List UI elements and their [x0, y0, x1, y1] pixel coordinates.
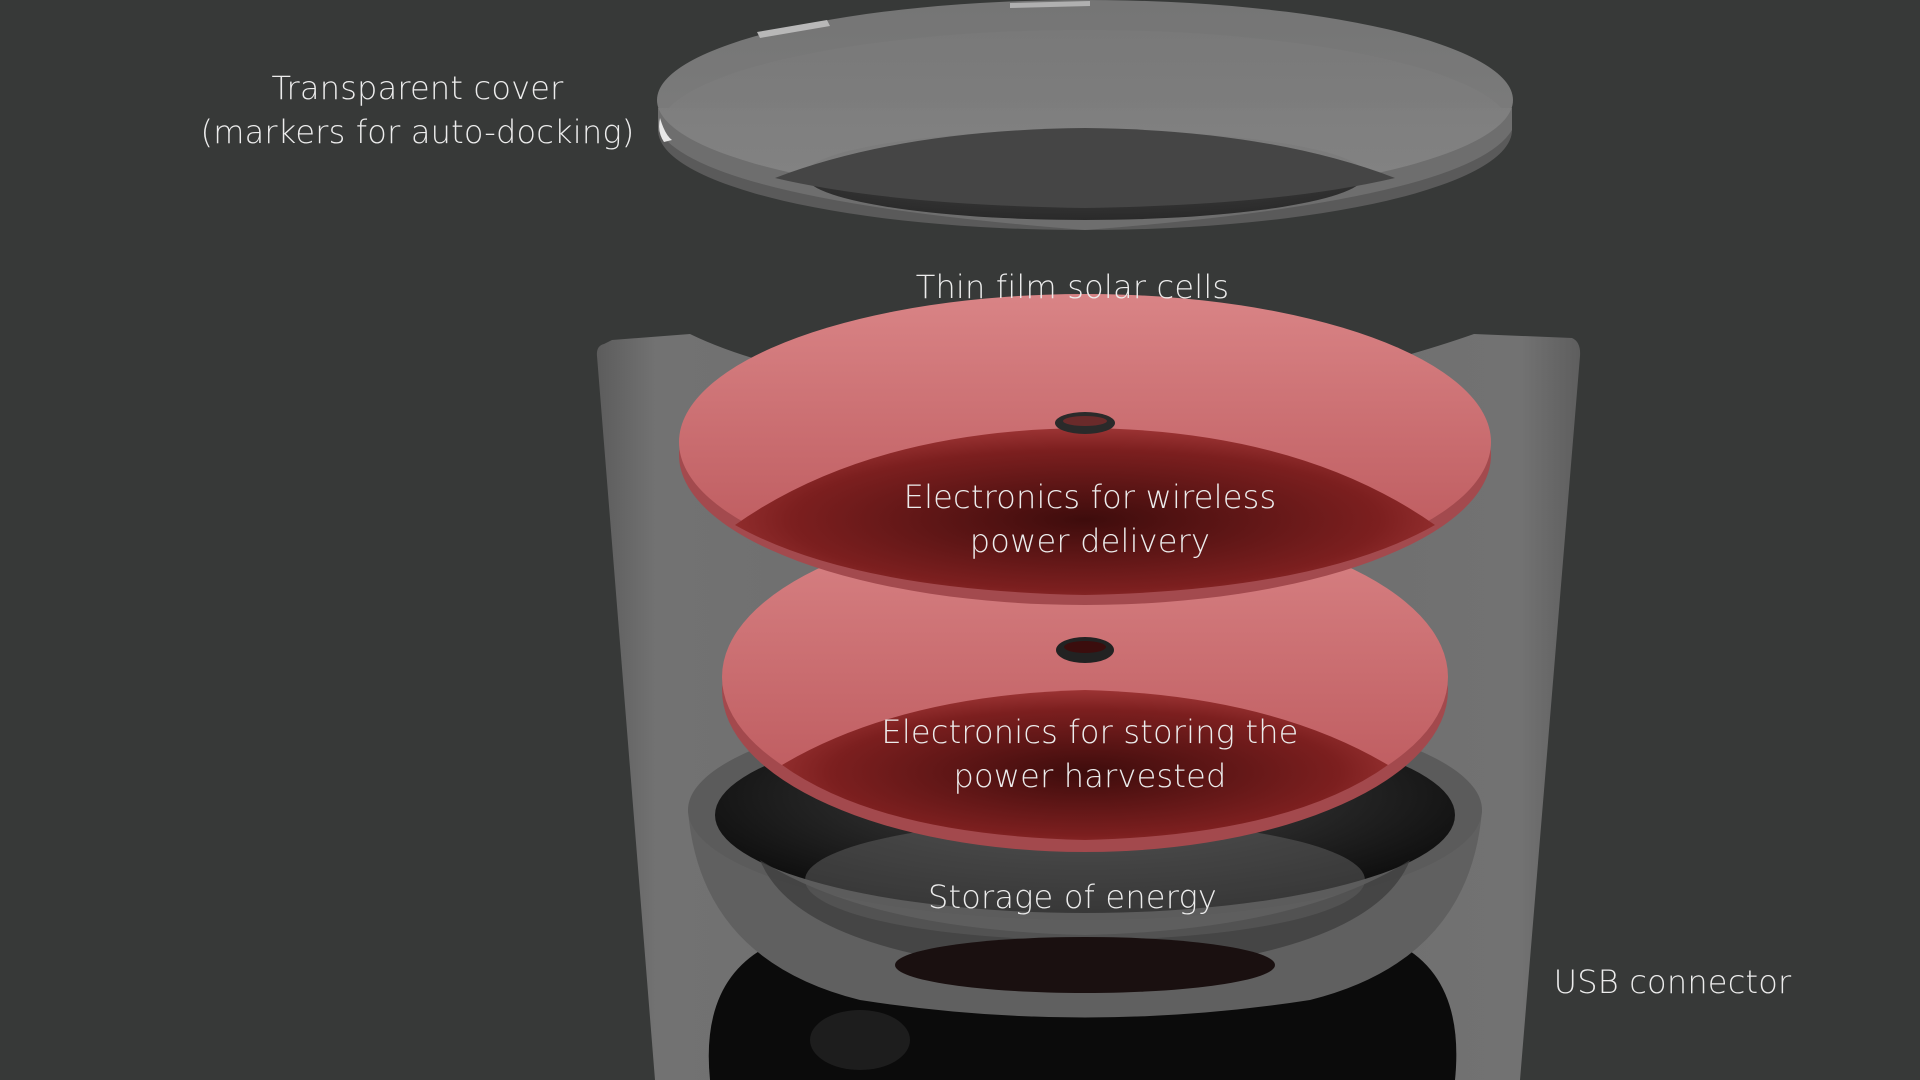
transparent-cover-label-line1: Transparent cover: [271, 69, 564, 107]
storage-bowl: [688, 700, 1482, 1018]
solar-cells-label-text: Thin film solar cells: [915, 268, 1230, 306]
transparent-cover: [657, 0, 1513, 230]
docking-marker: [1010, 1, 1090, 8]
usb-connector-label-text: USB connector: [1553, 963, 1792, 1001]
storing-electronics-label-line1: Electronics for storing the: [881, 713, 1299, 751]
wireless-electronics-board: [679, 294, 1491, 605]
wireless-electronics-label-line2: power delivery: [969, 522, 1211, 560]
storing-electronics-label-line2: power harvested: [953, 757, 1227, 795]
base-highlight: [810, 1010, 910, 1070]
storing-electronics-label: Electronics for storing the power harves…: [860, 710, 1320, 798]
transparent-cover-label: Transparent cover (markers for auto-dock…: [185, 66, 650, 154]
energy-storage-label-text: Storage of energy: [927, 878, 1218, 916]
usb-connector-label: USB connector: [1535, 960, 1810, 1004]
wireless-electronics-label-line1: Electronics for wireless: [903, 478, 1277, 516]
transparent-cover-label-line2: (markers for auto-docking): [200, 113, 635, 151]
energy-storage-label: Storage of energy: [910, 875, 1235, 919]
solar-cells-label: Thin film solar cells: [900, 265, 1245, 309]
wireless-electronics-label: Electronics for wireless power delivery: [880, 475, 1300, 563]
docking-marker: [757, 20, 830, 38]
storing-electronics-board: [722, 517, 1448, 852]
